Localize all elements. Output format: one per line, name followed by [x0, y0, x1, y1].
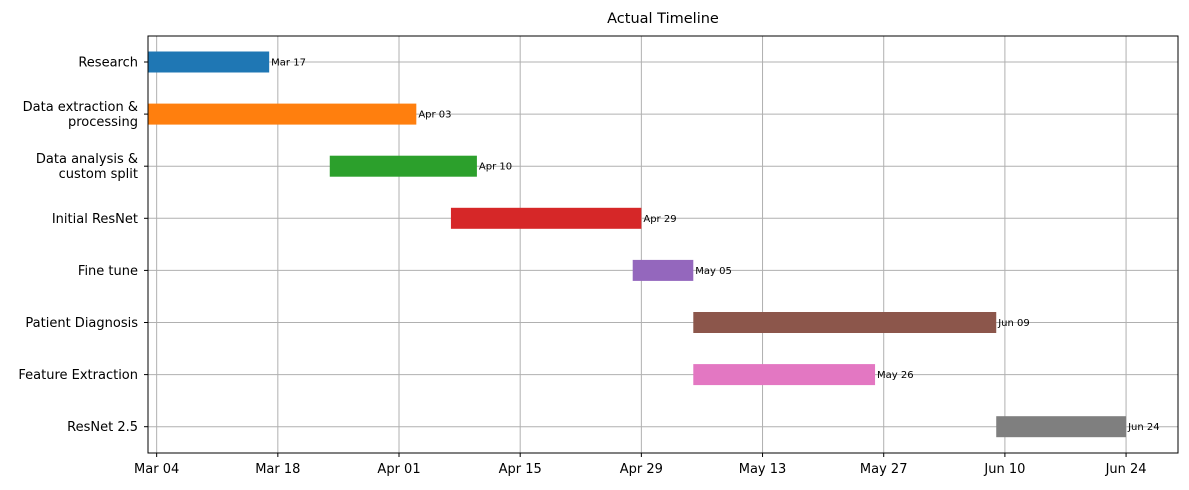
task-bar	[693, 312, 997, 333]
y-tick-label: Fine tune	[78, 264, 138, 279]
y-tick-label: Data extraction & processing	[23, 100, 138, 130]
x-tick-label: May 27	[860, 462, 908, 477]
x-tick-label: Apr 15	[499, 462, 542, 477]
x-tick-label: May 13	[739, 462, 787, 477]
task-end-label: Apr 03	[418, 110, 451, 121]
y-tick-label: ResNet 2.5	[67, 420, 138, 435]
task-bar	[148, 103, 417, 125]
task-bar	[632, 259, 694, 281]
y-axis: Research Data extraction & processing Data …	[18, 56, 148, 435]
task-bar	[693, 364, 876, 386]
plot-frame	[147, 35, 1179, 454]
bar-labels: Mar 17 Apr 03 Apr 10 Apr 29 May 05 Jun 09 May …	[271, 58, 1159, 434]
task-bar	[996, 416, 1127, 438]
task-bar	[450, 207, 642, 229]
bars	[148, 51, 1127, 438]
x-tick-label: Jun 10	[983, 462, 1025, 477]
x-tick-label: Mar 04	[134, 462, 179, 477]
task-end-label: Apr 10	[479, 162, 512, 173]
x-axis: Mar 04 Mar 18 Apr 01 Apr 15 Apr 29 May 13 May …	[134, 453, 1147, 477]
task-end-label: Jun 09	[997, 318, 1030, 329]
task-bar	[329, 155, 477, 177]
x-tick-label: Apr 29	[620, 462, 663, 477]
y-tick-label: Feature Extraction	[18, 368, 138, 383]
task-end-label: Mar 17	[271, 58, 306, 69]
chart-title: Actual Timeline	[607, 11, 719, 27]
x-tick-label: Apr 01	[377, 462, 420, 477]
y-tick-label: Data analysis & custom split	[36, 152, 138, 182]
x-tick-label: Jun 24	[1105, 462, 1147, 477]
task-end-label: May 26	[877, 370, 914, 381]
y-tick-label: Patient Diagnosis	[25, 316, 138, 331]
y-tick-label: Initial ResNet	[52, 212, 138, 227]
task-end-label: May 05	[695, 266, 732, 277]
task-end-label: Apr 29	[643, 214, 676, 225]
grid	[148, 36, 1178, 453]
task-end-label: Jun 24	[1127, 422, 1160, 433]
y-tick-label: Research	[78, 56, 138, 71]
x-tick-label: Mar 18	[255, 462, 300, 477]
task-bar	[148, 51, 270, 73]
